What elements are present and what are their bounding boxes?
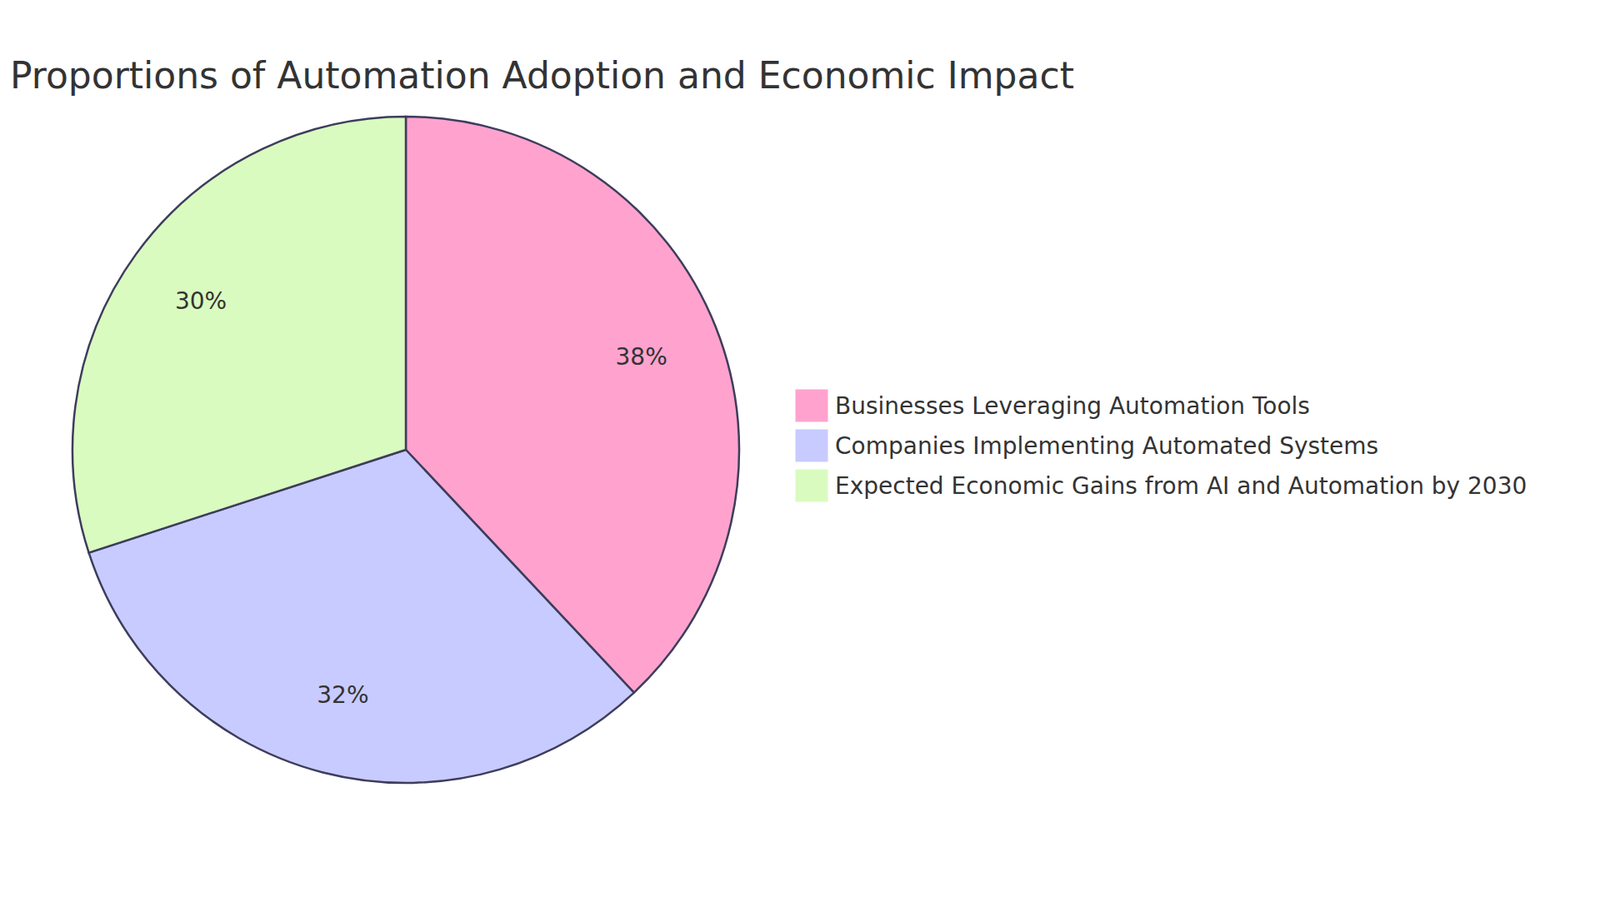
- legend-label: Expected Economic Gains from AI and Auto…: [835, 472, 1527, 500]
- pie-slices: [72, 116, 740, 784]
- chart-title: Proportions of Automation Adoption and E…: [10, 54, 1075, 97]
- data-label: 38%: [615, 343, 668, 371]
- legend-swatch: [795, 429, 829, 463]
- legend-label: Companies Implementing Automated Systems: [835, 432, 1379, 460]
- chart-root: Proportions of Automation Adoption and E…: [0, 0, 1600, 902]
- legend: Businesses Leveraging Automation Tools Co…: [795, 389, 1527, 503]
- legend-swatch: [795, 469, 829, 503]
- chart-svg: Proportions of Automation Adoption and E…: [0, 0, 1600, 902]
- legend-label: Businesses Leveraging Automation Tools: [835, 392, 1310, 420]
- pie-slice: [72, 116, 406, 554]
- data-label: 30%: [175, 287, 227, 315]
- data-labels: 38% 32% 30%: [175, 287, 668, 710]
- legend-swatch: [795, 389, 829, 423]
- data-label: 32%: [316, 681, 369, 710]
